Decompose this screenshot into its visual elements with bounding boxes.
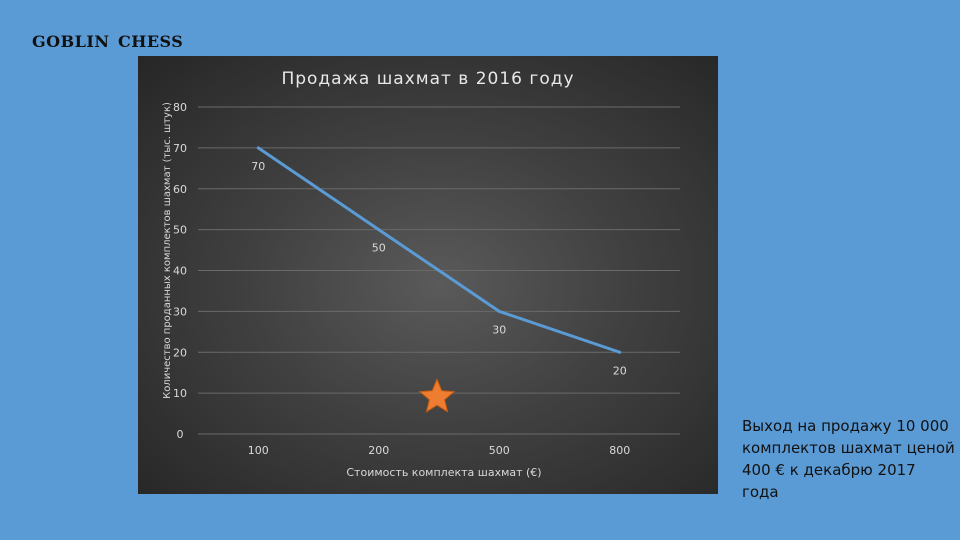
- series-line: [257, 146, 621, 354]
- data-label: 30: [492, 323, 506, 336]
- x-tick-label: 800: [609, 444, 630, 457]
- chart-panel: Продажа шахмат в 2016 году 0 10 20 30 40 50 60 7…: [138, 56, 718, 494]
- slide-title: goblin chess: [32, 26, 184, 53]
- y-tick-label: 10: [173, 387, 187, 400]
- line-chart: Продажа шахмат в 2016 году 0 10 20 30 40 50 60 7…: [162, 69, 680, 479]
- data-point: [497, 309, 501, 313]
- x-tick-label: 500: [489, 444, 510, 457]
- y-tick-label: 0: [177, 428, 184, 441]
- data-label: 70: [251, 160, 265, 173]
- y-axis-title: Количество проданных комплектов шахмат (…: [162, 102, 173, 399]
- target-star-marker: [418, 377, 456, 413]
- y-tick-label: 80: [173, 101, 187, 114]
- y-tick-label: 60: [173, 183, 187, 196]
- y-tick-label: 50: [173, 224, 187, 237]
- y-tick-label: 70: [173, 142, 187, 155]
- target-note: Выход на продажу 10 000 комплектов шахма…: [742, 417, 955, 501]
- y-tick-label: 30: [173, 305, 187, 318]
- chart-title: Продажа шахмат в 2016 году: [281, 69, 574, 89]
- data-point: [377, 228, 381, 232]
- data-label: 50: [372, 242, 386, 255]
- y-tick-label: 20: [173, 346, 187, 359]
- data-point: [618, 350, 622, 354]
- data-label: 20: [613, 364, 627, 377]
- y-tick-label: 40: [173, 265, 187, 278]
- data-point: [256, 146, 260, 150]
- x-tick-label: 100: [248, 444, 269, 457]
- x-axis-title: Стоимость комплекта шахмат (€): [346, 466, 541, 479]
- x-tick-label: 200: [368, 444, 389, 457]
